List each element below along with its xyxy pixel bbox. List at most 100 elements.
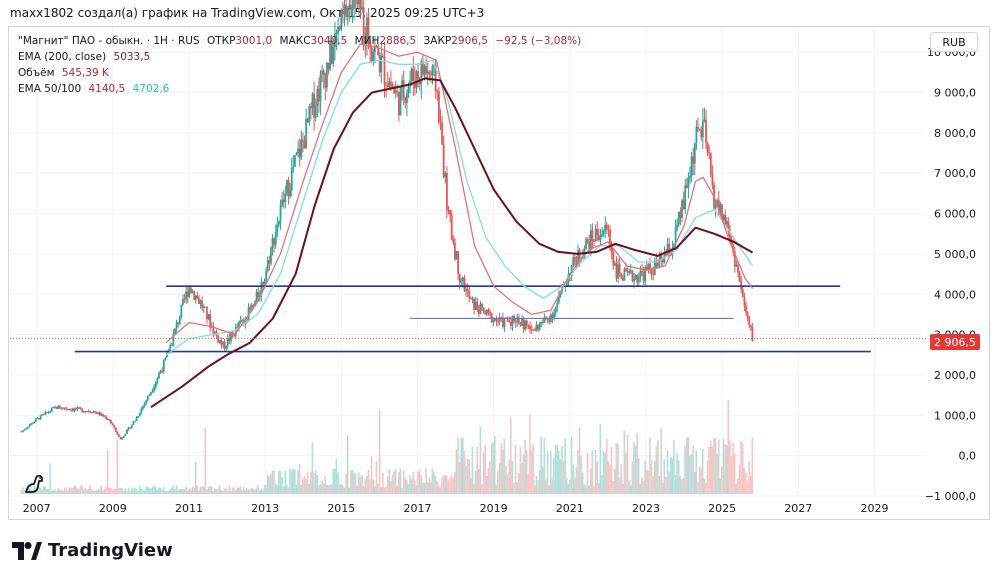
candle-body — [153, 386, 156, 391]
candle-body — [719, 204, 722, 213]
candle-body — [270, 247, 272, 264]
candle-body — [178, 317, 181, 324]
candle-body — [498, 317, 501, 322]
volume-bar — [661, 482, 664, 494]
candle-body — [476, 301, 479, 310]
volume-bar — [642, 480, 645, 494]
candle-body — [591, 230, 594, 241]
candle-body — [47, 412, 50, 414]
volume-bar — [604, 453, 606, 494]
volume-bar — [652, 475, 654, 494]
candle-body — [716, 200, 719, 205]
candle-body — [223, 341, 226, 349]
volume-bar — [682, 478, 685, 494]
volume-bar — [663, 458, 666, 494]
volume-bar — [298, 464, 301, 494]
volume-bar — [585, 485, 587, 494]
volume-bar — [673, 440, 675, 494]
volume-bar — [740, 440, 742, 494]
low-value: 2886,5 — [379, 35, 417, 47]
candle-body — [509, 321, 512, 327]
volume-bar — [100, 485, 103, 494]
volume-bar — [594, 449, 597, 494]
volume-bar — [431, 468, 434, 494]
candle-body — [346, 7, 349, 17]
candle-body — [388, 81, 391, 88]
candle-body — [647, 264, 650, 270]
volume-bar — [20, 489, 23, 494]
volume-bar — [276, 485, 279, 494]
volume-bar — [254, 489, 256, 494]
dinosaur-icon[interactable] — [22, 470, 48, 500]
candle-body — [421, 61, 424, 75]
volume-bar — [519, 446, 522, 494]
symbol-name[interactable]: "Магнит" ПАО - обыкн. · 1Н · RUS — [18, 35, 200, 47]
volume-bar — [612, 481, 614, 494]
candle-body — [74, 408, 77, 410]
legend-volume-row[interactable]: Объём 545,39 K — [18, 65, 581, 81]
volume-bar — [618, 477, 621, 494]
candle-body — [506, 317, 509, 322]
candle-body — [183, 298, 186, 300]
candle-body — [150, 391, 152, 395]
candle-body — [287, 180, 290, 197]
volume-bar — [423, 482, 426, 494]
volume-bar — [681, 478, 683, 494]
volume-bar — [238, 487, 240, 494]
candle-body — [241, 320, 244, 322]
change-value: −92,5 (−3,08%) — [495, 35, 582, 47]
candle-body — [423, 66, 426, 75]
candle-body — [214, 331, 216, 334]
volume-bar — [76, 488, 79, 494]
legend-ema200-row[interactable]: EMA (200, close) 5033,5 — [18, 49, 581, 65]
volume-bar — [340, 483, 343, 494]
candle-body — [610, 243, 613, 252]
candle-body — [335, 33, 338, 35]
ema200-label: EMA (200, close) — [18, 51, 107, 63]
volume-bar — [378, 410, 381, 494]
volume-bar — [154, 486, 157, 494]
candle-body — [356, 0, 359, 5]
volume-bar — [129, 490, 131, 494]
volume-bar — [71, 488, 74, 494]
volume-bar — [578, 427, 581, 494]
candle-body — [234, 327, 237, 337]
volume-bar — [234, 490, 237, 494]
candle-body — [345, 4, 348, 17]
y-tick-label: 1 000,0 — [934, 409, 976, 422]
volume-bar — [425, 468, 427, 494]
volume-bar — [98, 489, 101, 494]
volume-bar — [489, 461, 491, 494]
volume-bar — [124, 488, 127, 494]
volume-bar — [669, 457, 672, 494]
candle-body — [517, 317, 520, 323]
volume-bar — [420, 475, 422, 494]
ema100-value: 4702,6 — [132, 83, 170, 95]
volume-bar — [729, 440, 731, 494]
volume-bar — [644, 460, 646, 494]
candle-body — [266, 260, 269, 272]
close-label: ЗАКР — [423, 35, 452, 47]
volume-bar — [593, 485, 595, 494]
legend-ema50100-row[interactable]: EMA 50/100 4140,5 4702,6 — [18, 81, 581, 97]
volume-bar — [613, 468, 616, 494]
volume-bar — [418, 469, 421, 494]
candle-body — [102, 413, 104, 417]
volume-bar — [393, 471, 395, 494]
tradingview-logo[interactable]: TradingView — [12, 540, 173, 561]
candle-body — [327, 62, 330, 70]
candle-body — [134, 420, 136, 422]
currency-button[interactable]: RUB — [930, 32, 978, 52]
candle-body — [738, 272, 741, 282]
volume-bar — [497, 470, 499, 494]
volume-bar — [244, 489, 247, 494]
volume-bar — [74, 485, 77, 494]
candle-body — [642, 272, 645, 282]
candle-body — [58, 406, 61, 409]
candle-body — [677, 211, 680, 225]
volume-bar — [62, 490, 64, 494]
volume-bar — [532, 444, 534, 494]
candle-body — [324, 74, 327, 88]
volume-bar — [610, 446, 613, 494]
